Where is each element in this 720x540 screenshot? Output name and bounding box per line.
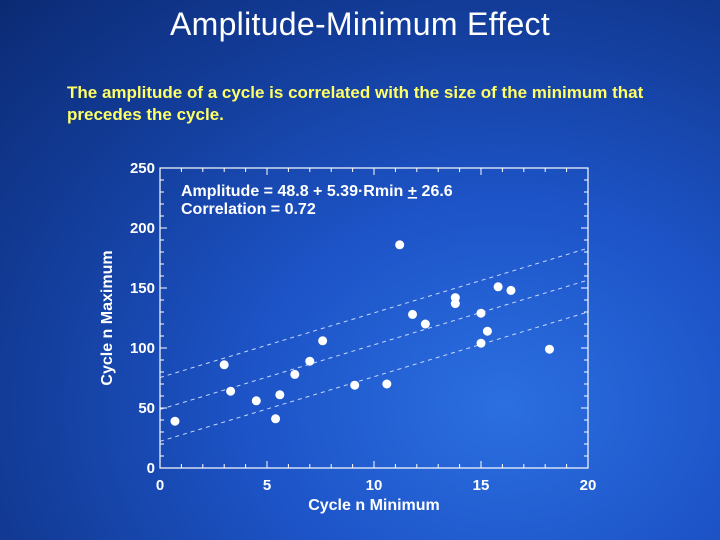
data-point [305,356,315,366]
data-point [382,379,392,389]
slide-subtitle: The amplitude of a cycle is correlated w… [67,83,644,124]
y-tick-label: 50 [138,400,155,417]
data-point [290,369,300,379]
x-tick-label: 0 [156,477,164,494]
x-tick-label: 10 [366,477,383,494]
y-tick-label: 250 [130,160,155,177]
data-point [420,319,430,329]
data-point [476,308,486,318]
x-axis-label: Cycle n Minimum [308,497,440,514]
data-point [506,285,516,295]
data-point [251,396,261,406]
slide-title: Amplitude-Minimum Effect [169,6,551,42]
data-points [170,240,554,426]
fit-band-value: 26.6 [417,183,453,200]
data-point [219,360,229,370]
plus-minus-symbol: + [408,183,417,200]
axes [159,167,589,469]
data-point [544,344,554,354]
fit-equation-text: Amplitude = 48.8 + 5.39·Rmin [181,183,408,200]
data-point [395,240,405,250]
data-point [318,336,328,346]
y-tick-label: 100 [130,340,155,357]
fit-lower-bound [159,311,589,442]
data-point [170,416,180,426]
y-tick-label: 150 [130,280,155,297]
fit-equation: Amplitude = 48.8 + 5.39·Rmin + 26.6 [181,183,453,200]
x-tick-label: 15 [473,477,490,494]
data-point [350,380,360,390]
y-tick-label: 200 [130,220,155,237]
fit-line [159,279,589,410]
x-tick-label: 5 [263,477,271,494]
data-point [408,309,418,319]
data-point [482,326,492,336]
data-point [275,390,285,400]
fit-upper-bound [159,247,589,378]
data-point [476,338,486,348]
y-tick-label: 0 [147,460,155,477]
data-point [450,293,460,303]
data-point [493,282,503,292]
correlation-text: Correlation = 0.72 [181,201,316,218]
x-tick-label: 20 [580,477,597,494]
fit-lines [159,247,589,442]
data-point [226,386,236,396]
data-point [271,414,281,424]
y-axis-label: Cycle n Maximum [99,250,116,385]
